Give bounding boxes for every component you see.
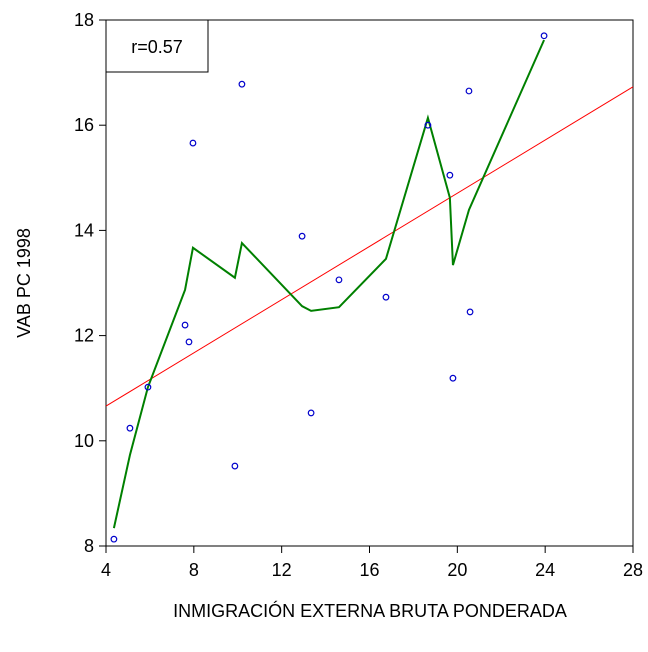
point [126,424,134,432]
y-tick-label: 10 [74,431,94,451]
line [105,86,634,407]
point [185,338,193,346]
point [189,139,197,147]
y-tick-label: 18 [74,10,94,30]
point [446,171,454,179]
point [307,409,315,417]
y-tick-label: 12 [74,326,94,346]
point [424,121,432,129]
x-axis-label: INMIGRACIÓN EXTERNA BRUTA PONDERADA [173,600,567,621]
x-tick-label: 24 [535,560,555,580]
x-tick-label: 20 [447,560,467,580]
point [382,293,390,301]
y-axis-label: VAB PC 1998 [14,228,34,338]
point [298,232,306,240]
x-tick-label: 28 [623,560,643,580]
annotation-box [105,19,209,73]
y-tick-label: 8 [84,536,94,556]
point [238,80,246,88]
point [144,383,152,391]
point [449,374,457,382]
point [110,535,118,543]
x-tick-label: 4 [101,560,111,580]
x-tick-label: 12 [272,560,292,580]
point [540,32,548,40]
x-tick-label: 16 [359,560,379,580]
y-tick-label: 14 [74,220,94,240]
x-tick-label: 8 [189,560,199,580]
point [181,321,189,329]
line [112,39,545,529]
point [465,87,473,95]
point [231,462,239,470]
point [335,276,343,284]
y-tick-label: 16 [74,115,94,135]
annotation: r=0.57 [131,37,183,57]
point [466,308,474,316]
plot-frame [105,19,634,547]
